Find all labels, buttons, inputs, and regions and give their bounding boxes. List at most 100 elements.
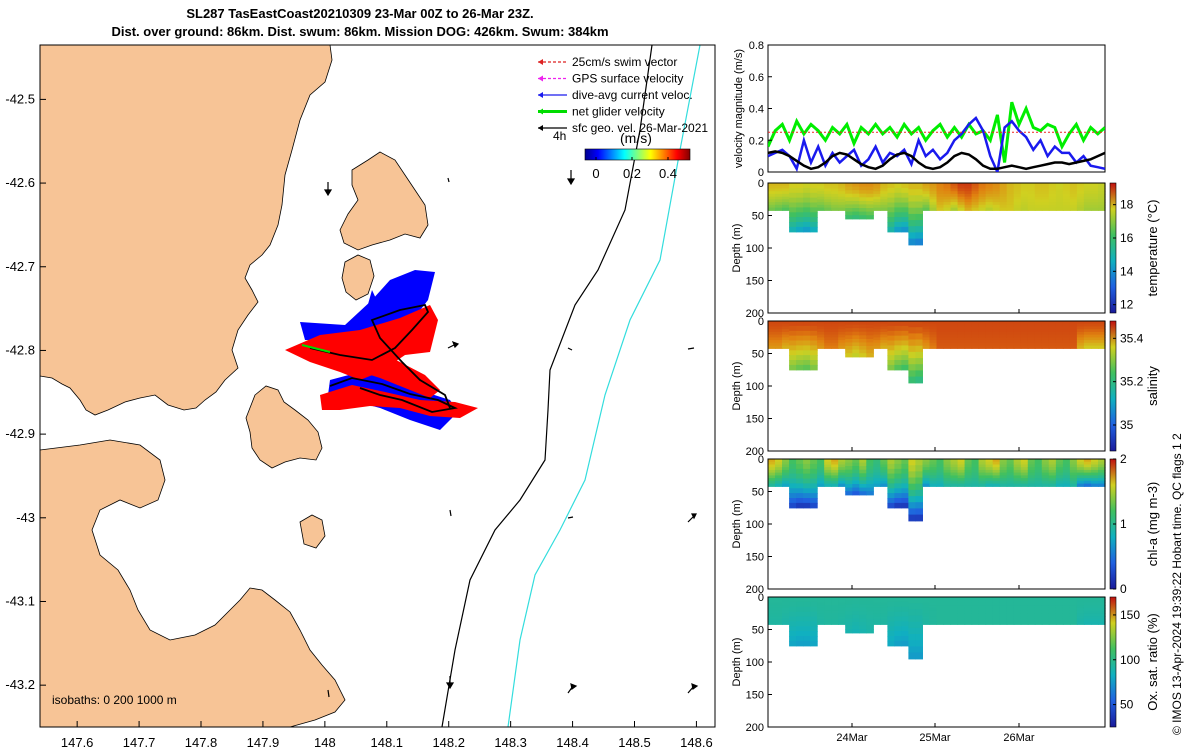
heat-cell xyxy=(1027,202,1036,206)
heat-cell xyxy=(894,197,902,204)
heat-cell xyxy=(964,193,973,198)
heat-cell xyxy=(880,610,888,614)
heat-cell xyxy=(1041,321,1050,325)
heat-cell xyxy=(887,217,895,223)
heat-cell xyxy=(1069,618,1078,623)
heat-cell xyxy=(971,193,980,198)
heat-cell xyxy=(999,185,1008,189)
heat-cell xyxy=(908,615,916,623)
heat-cell xyxy=(929,342,938,347)
heat-cell xyxy=(957,597,966,601)
heat-cell xyxy=(873,204,881,209)
heat-cell xyxy=(810,616,818,622)
heat-cell xyxy=(901,187,909,194)
heat-cell xyxy=(1076,461,1085,465)
heat-cell xyxy=(908,508,916,516)
heat-cell xyxy=(1020,618,1029,623)
heat-cell xyxy=(929,199,938,203)
heat-cell xyxy=(1083,472,1092,476)
heat-cell xyxy=(971,185,980,189)
heat-cell xyxy=(887,601,895,608)
heat-cell xyxy=(1098,207,1106,211)
heat-cell xyxy=(866,607,874,612)
heat-cell xyxy=(1041,459,1050,463)
heat-cell xyxy=(866,208,874,213)
heat-cell xyxy=(775,461,783,465)
heat-cell xyxy=(880,183,888,187)
heat-cell xyxy=(971,610,980,614)
heat-cell xyxy=(817,478,825,482)
heat-cell xyxy=(964,602,973,606)
heat-cell xyxy=(866,459,874,464)
heat-cell xyxy=(1027,464,1036,468)
heat-cell xyxy=(1020,605,1029,609)
heat-cell xyxy=(817,599,825,603)
heat-cell xyxy=(936,618,945,623)
heat-cell xyxy=(1091,202,1099,206)
heat-cell xyxy=(1006,621,1015,625)
heat-cell xyxy=(810,626,818,632)
heat-cell xyxy=(1069,331,1078,336)
heat-cell xyxy=(887,187,895,194)
heat-cell xyxy=(880,185,888,189)
heat-cell xyxy=(831,185,839,189)
heat-cell xyxy=(782,340,790,344)
heat-cell xyxy=(1062,326,1071,330)
depth-ylabel: Depth (m) xyxy=(731,362,743,411)
heat-cell xyxy=(894,360,902,366)
heat-cell xyxy=(866,186,874,191)
heat-cell xyxy=(866,331,874,336)
heat-cell xyxy=(852,614,860,620)
heat-cell xyxy=(824,326,832,330)
heat-cell xyxy=(1027,467,1036,471)
heat-cell xyxy=(1034,202,1043,206)
heat-cell xyxy=(880,607,888,612)
heat-cell xyxy=(894,335,902,342)
heat-cell xyxy=(1048,334,1057,338)
heat-cell xyxy=(1076,342,1085,347)
heat-cell xyxy=(838,610,846,614)
heat-cell xyxy=(915,333,923,341)
heat-cell xyxy=(887,636,895,642)
heat-cell xyxy=(1069,329,1078,333)
heat-cell xyxy=(824,467,832,471)
heat-cell xyxy=(810,325,818,332)
heat-cell xyxy=(775,472,783,476)
heat-cell xyxy=(957,321,966,325)
heat-cell xyxy=(1083,618,1092,623)
heat-cell xyxy=(824,345,832,349)
heat-cell xyxy=(845,183,853,188)
heat-cell xyxy=(964,475,973,479)
heat-cell xyxy=(1020,329,1029,333)
heat-cell xyxy=(838,613,846,617)
heat-cell xyxy=(1020,193,1029,198)
heat-cell xyxy=(887,226,895,233)
heat-cell xyxy=(1034,599,1043,603)
heat-cell xyxy=(824,207,832,211)
heat-cell xyxy=(929,472,938,476)
heat-cell xyxy=(957,607,966,612)
heat-cell xyxy=(782,196,790,200)
heat-cell xyxy=(803,226,811,233)
heat-cell xyxy=(978,621,987,625)
heat-cell xyxy=(1069,342,1078,347)
heat-cell xyxy=(810,597,818,603)
heat-cell xyxy=(1098,340,1106,344)
heat-cell xyxy=(1076,483,1085,487)
heat-cell xyxy=(1069,616,1078,620)
colorbar xyxy=(1109,596,1117,728)
heat-cell xyxy=(1034,199,1043,203)
heat-cell xyxy=(1020,599,1029,603)
heat-cell xyxy=(1027,478,1036,482)
heat-cell xyxy=(768,345,776,349)
heat-cell xyxy=(775,334,783,338)
heat-cell xyxy=(775,326,783,330)
heat-cell xyxy=(901,621,909,627)
heat-cell xyxy=(831,616,839,620)
heat-cell xyxy=(775,478,783,482)
heat-cell xyxy=(1048,185,1057,189)
heat-cell xyxy=(859,604,867,609)
heat-cell xyxy=(894,488,902,494)
heat-cell xyxy=(992,605,1001,609)
glider-track-map[interactable]: 147.6 147.7 147.8 147.9 148 148.1 148.2 148.3 14… xyxy=(0,0,720,750)
